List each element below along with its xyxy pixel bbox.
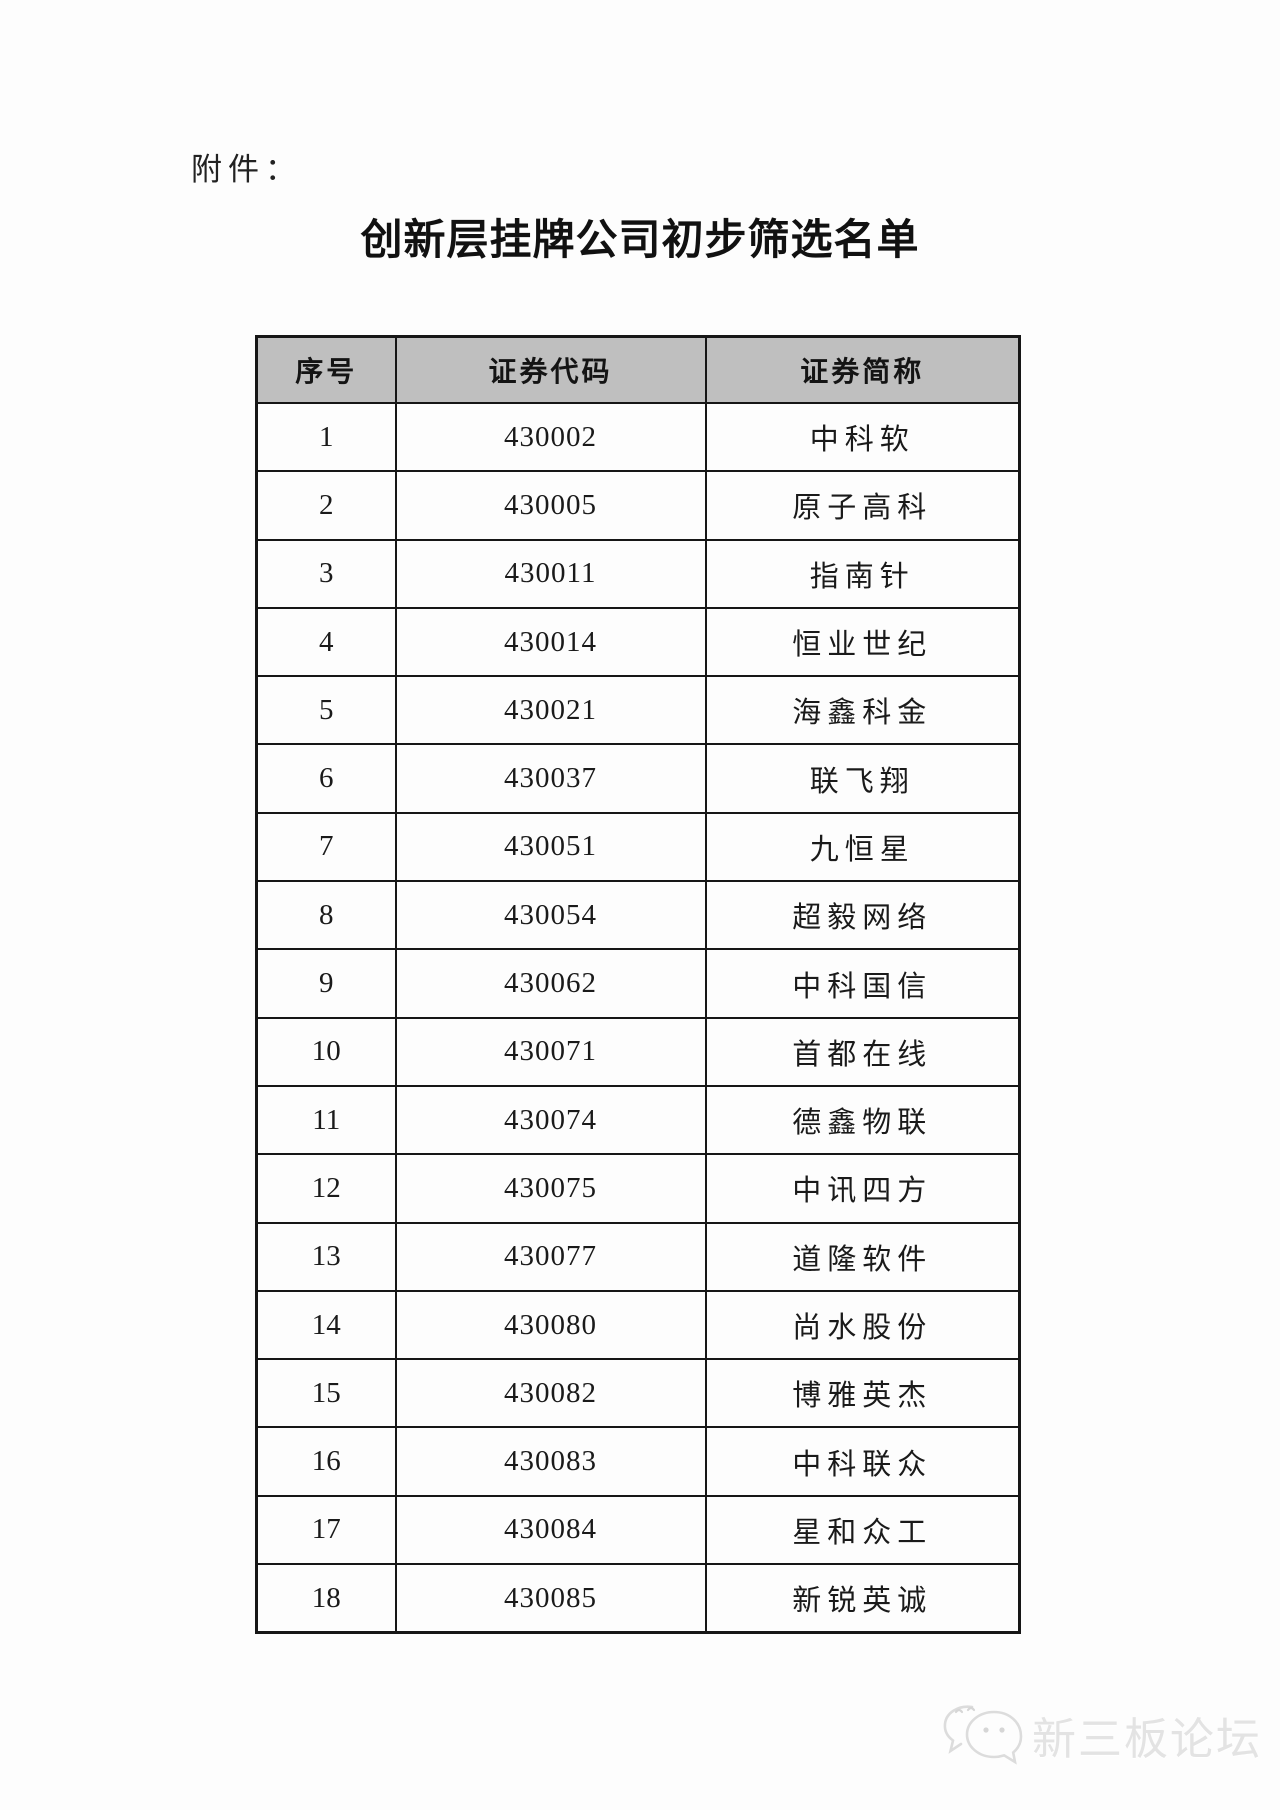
row-number-cell: 7	[255, 811, 397, 883]
security-code-cell: 430085	[394, 1563, 707, 1634]
row-number-cell: 6	[255, 743, 397, 814]
security-code-cell: 430037	[394, 743, 707, 814]
table-row: 13 430077 道隆软件	[255, 1221, 1021, 1292]
company-table-body: 1 430002 中科软 2 430005 原子高科 3 430011 指南针 4 430014 恒业…	[255, 401, 1021, 1634]
security-code-cell: 430074	[394, 1084, 707, 1156]
security-name-cell: 博雅英杰	[704, 1358, 1021, 1429]
table-row: 10 430071 首都在线	[255, 1016, 1021, 1087]
page-title: 创新层挂牌公司初步筛选名单	[360, 216, 920, 263]
row-number-cell: 1	[255, 401, 397, 473]
table-row: 3 430011 指南针	[255, 538, 1021, 609]
security-name-cell: 指南针	[704, 538, 1021, 609]
security-code-cell: 430054	[394, 880, 707, 951]
table-row: 18 430085 新锐英诚	[255, 1563, 1021, 1634]
security-name-cell: 海鑫科金	[704, 675, 1021, 746]
table-row: 17 430084 星和众工	[255, 1494, 1021, 1566]
header-serial-number: 序号	[255, 335, 397, 404]
table-row: 9 430062 中科国信	[255, 948, 1021, 1019]
header-security-name: 证券简称	[704, 335, 1021, 404]
row-number-cell: 17	[255, 1494, 397, 1566]
security-code-cell: 430002	[394, 401, 707, 473]
row-number-cell: 12	[255, 1153, 397, 1224]
row-number-cell: 16	[255, 1426, 397, 1497]
company-table: 序号 证券代码 证券简称 1 430002 中科软 2 430005 原子高科 3 43001…	[255, 335, 1021, 1635]
table-row: 7 430051 九恒星	[255, 811, 1021, 883]
security-name-cell: 新锐英诚	[704, 1563, 1021, 1634]
row-number-cell: 2	[255, 470, 397, 541]
row-number-cell: 8	[255, 880, 397, 951]
table-row: 6 430037 联飞翔	[255, 743, 1021, 814]
security-code-cell: 430005	[394, 470, 707, 541]
security-name-cell: 超毅网络	[704, 880, 1021, 951]
table-row: 11 430074 德鑫物联	[255, 1084, 1021, 1156]
table-row: 8 430054 超毅网络	[255, 880, 1021, 951]
security-code-cell: 430080	[394, 1289, 707, 1361]
company-table-header: 序号 证券代码 证券简称	[255, 335, 1021, 404]
table-row: 14 430080 尚水股份	[255, 1289, 1021, 1361]
security-name-cell: 中科联众	[704, 1426, 1021, 1497]
security-name-cell: 中讯四方	[704, 1153, 1021, 1224]
security-name-cell: 星和众工	[704, 1494, 1021, 1566]
row-number-cell: 5	[255, 675, 397, 746]
table-row: 12 430075 中讯四方	[255, 1153, 1021, 1224]
security-name-cell: 九恒星	[704, 811, 1021, 883]
attachment-label: 附件：	[191, 152, 302, 187]
table-row: 16 430083 中科联众	[255, 1426, 1021, 1497]
watermark-text: 新三板论坛	[1032, 1715, 1262, 1764]
row-number-cell: 4	[255, 606, 397, 678]
row-number-cell: 13	[255, 1221, 397, 1292]
security-name-cell: 道隆软件	[704, 1221, 1021, 1292]
row-number-cell: 10	[255, 1016, 397, 1087]
row-number-cell: 11	[255, 1084, 397, 1156]
security-name-cell: 首都在线	[704, 1016, 1021, 1087]
security-code-cell: 430021	[394, 675, 707, 746]
table-row: 15 430082 博雅英杰	[255, 1358, 1021, 1429]
security-name-cell: 中科软	[704, 401, 1021, 473]
chat-bubbles-icon	[943, 1705, 1023, 1765]
security-code-cell: 430011	[394, 538, 707, 609]
security-code-cell: 430062	[394, 948, 707, 1019]
security-name-cell: 恒业世纪	[704, 606, 1021, 678]
security-code-cell: 430075	[394, 1153, 707, 1224]
header-row: 序号 证券代码 证券简称	[255, 335, 1021, 404]
header-security-code: 证券代码	[394, 335, 707, 404]
security-code-cell: 430082	[394, 1358, 707, 1429]
table-row: 2 430005 原子高科	[255, 470, 1021, 541]
security-code-cell: 430083	[394, 1426, 707, 1497]
security-code-cell: 430071	[394, 1016, 707, 1087]
table-row: 5 430021 海鑫科金	[255, 675, 1021, 746]
security-name-cell: 联飞翔	[704, 743, 1021, 814]
row-number-cell: 3	[255, 538, 397, 609]
security-name-cell: 中科国信	[704, 948, 1021, 1019]
security-code-cell: 430051	[394, 811, 707, 883]
watermark: 新三板论坛	[942, 1700, 1262, 1770]
security-name-cell: 德鑫物联	[704, 1084, 1021, 1156]
security-code-cell: 430014	[394, 606, 707, 678]
table-row: 1 430002 中科软	[255, 401, 1021, 473]
security-name-cell: 尚水股份	[704, 1289, 1021, 1361]
row-number-cell: 18	[255, 1563, 397, 1634]
row-number-cell: 9	[255, 948, 397, 1019]
row-number-cell: 14	[255, 1289, 397, 1361]
security-code-cell: 430084	[394, 1494, 707, 1566]
security-name-cell: 原子高科	[704, 470, 1021, 541]
row-number-cell: 15	[255, 1358, 397, 1429]
table-row: 4 430014 恒业世纪	[255, 606, 1021, 678]
security-code-cell: 430077	[394, 1221, 707, 1292]
